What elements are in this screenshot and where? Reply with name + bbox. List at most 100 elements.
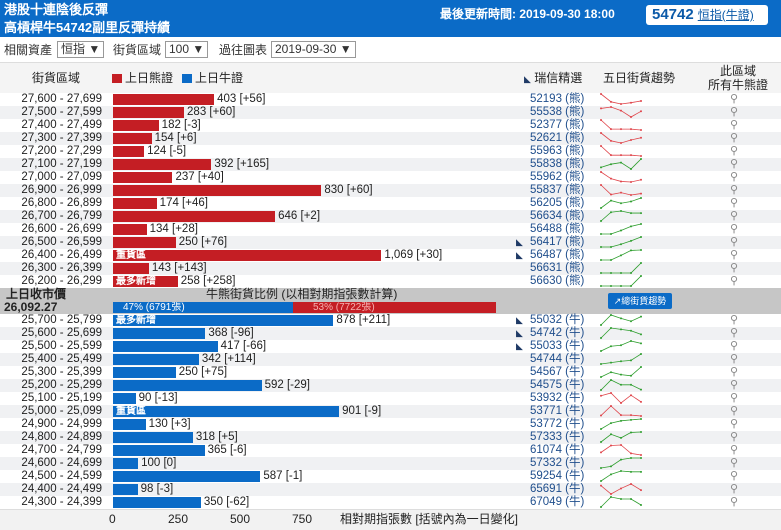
warrant-code-link[interactable]: 52621 (熊) (530, 132, 585, 144)
count-bar[interactable] (113, 432, 193, 443)
count-bar[interactable] (113, 471, 261, 482)
search-icon[interactable]: ⚲ (730, 405, 739, 417)
count-bar[interactable] (113, 341, 218, 352)
warrant-code-link[interactable]: 53932 (牛) (530, 392, 585, 404)
count-bar[interactable]: 最多新增 (113, 315, 334, 326)
search-icon[interactable]: ⚲ (730, 470, 739, 482)
warrant-code-link[interactable]: 65691 (牛) (530, 483, 585, 495)
count-bar[interactable] (113, 159, 212, 170)
total-trend-button[interactable]: ↗總街貨趨勢 (608, 293, 672, 309)
search-icon[interactable]: ⚲ (730, 93, 739, 105)
count-bar[interactable] (113, 263, 149, 274)
count-bar[interactable] (113, 484, 138, 495)
search-icon[interactable]: ⚲ (730, 106, 739, 118)
count-bar[interactable] (113, 237, 176, 248)
count-bar[interactable] (113, 172, 173, 183)
warrant-code-link[interactable]: 55963 (熊) (530, 145, 585, 157)
search-icon[interactable]: ⚲ (730, 158, 739, 170)
search-icon[interactable]: ⚲ (730, 431, 739, 443)
warrant-code-link[interactable]: 59254 (牛) (530, 470, 585, 482)
count-bar[interactable] (113, 94, 215, 105)
count-bar[interactable] (113, 198, 157, 209)
search-icon[interactable]: ⚲ (730, 483, 739, 495)
search-icon[interactable]: ⚲ (730, 457, 739, 469)
warrant-code-link[interactable]: 56634 (熊) (530, 210, 585, 222)
search-icon[interactable]: ⚲ (730, 379, 739, 391)
count-bar[interactable]: 重貨區 (113, 250, 382, 261)
count-bar[interactable] (113, 458, 139, 469)
search-icon[interactable]: ⚲ (730, 184, 739, 196)
warrant-code-link[interactable]: 57333 (牛) (530, 431, 585, 443)
search-icon[interactable]: ⚲ (730, 236, 739, 248)
search-icon[interactable]: ⚲ (730, 262, 739, 274)
count-label: 365 [-6] (207, 444, 247, 456)
count-bar[interactable] (113, 120, 159, 131)
count-bar[interactable] (113, 367, 176, 378)
search-icon[interactable]: ⚲ (730, 314, 739, 326)
count-bar[interactable] (113, 185, 322, 196)
warrant-code-link[interactable]: 54742 (牛) (530, 327, 585, 339)
trend-point (620, 229, 622, 232)
search-icon[interactable]: ⚲ (730, 119, 739, 131)
headline-2[interactable]: 高槓桿牛54742副里反彈持績 (4, 20, 171, 35)
search-icon[interactable]: ⚲ (730, 353, 739, 365)
count-bar[interactable] (113, 380, 262, 391)
warrant-code-link[interactable]: 52193 (熊) (530, 93, 585, 105)
count-bar[interactable] (113, 354, 199, 365)
count-bar[interactable] (113, 419, 146, 430)
warrant-code-link[interactable]: 57332 (牛) (530, 457, 585, 469)
count-bar[interactable] (113, 133, 152, 144)
search-icon[interactable]: ⚲ (730, 327, 739, 339)
warrant-code-link[interactable]: 55538 (熊) (530, 106, 585, 118)
featured-warrant[interactable]: 54742 恒指(牛證) (646, 5, 768, 25)
warrant-code-link[interactable]: 52377 (熊) (530, 119, 585, 131)
search-icon[interactable]: ⚲ (730, 275, 739, 287)
count-bar[interactable] (113, 107, 185, 118)
count-bar[interactable] (113, 224, 147, 235)
count-bar[interactable] (113, 445, 205, 456)
search-icon[interactable]: ⚲ (730, 444, 739, 456)
count-bar[interactable] (113, 393, 136, 404)
warrant-code-link[interactable]: 54575 (牛) (530, 379, 585, 391)
search-icon[interactable]: ⚲ (730, 392, 739, 404)
warrant-code-link[interactable]: 67049 (牛) (530, 496, 585, 508)
asset-select[interactable]: 恒指 ▼ (57, 41, 105, 58)
count-bar[interactable] (113, 497, 201, 508)
warrant-code-link[interactable]: 56630 (熊) (530, 275, 585, 287)
warrant-code-link[interactable]: 53771 (牛) (530, 405, 585, 417)
search-icon[interactable]: ⚲ (730, 249, 739, 261)
warrant-code-link[interactable]: 55838 (熊) (530, 158, 585, 170)
warrant-code-link[interactable]: 56487 (熊) (530, 249, 585, 261)
search-icon[interactable]: ⚲ (730, 366, 739, 378)
warrant-code-link[interactable]: 56205 (熊) (530, 197, 585, 209)
search-icon[interactable]: ⚲ (730, 145, 739, 157)
count-bar[interactable] (113, 211, 276, 222)
warrant-code-link[interactable]: 56488 (熊) (530, 223, 585, 235)
warrant-code-link[interactable]: 61074 (牛) (530, 444, 585, 456)
search-icon[interactable]: ⚲ (730, 197, 739, 209)
search-icon[interactable]: ⚲ (730, 210, 739, 222)
count-bar[interactable] (113, 328, 206, 339)
count-bar[interactable] (113, 146, 145, 157)
warrant-code-link[interactable]: 54567 (牛) (530, 366, 585, 378)
search-icon[interactable]: ⚲ (730, 340, 739, 352)
count-bar[interactable]: 重貨區 (113, 406, 340, 417)
zone-select[interactable]: 100 ▼ (165, 41, 209, 58)
featured-link[interactable]: 恒指(牛證) (697, 8, 754, 22)
warrant-code-link[interactable]: 56631 (熊) (530, 262, 585, 274)
search-icon[interactable]: ⚲ (730, 496, 739, 508)
warrant-code-link[interactable]: 56417 (熊) (530, 236, 585, 248)
search-icon[interactable]: ⚲ (730, 418, 739, 430)
warrant-code-link[interactable]: 54744 (牛) (530, 353, 585, 365)
warrant-code-link[interactable]: 55837 (熊) (530, 184, 585, 196)
warrant-code-link[interactable]: 55962 (熊) (530, 171, 585, 183)
warrant-code-link[interactable]: 53772 (牛) (530, 418, 585, 430)
count-bar[interactable]: 最多新增 (113, 276, 178, 287)
headline-1[interactable]: 港股十連陰後反彈 (4, 2, 109, 17)
search-icon[interactable]: ⚲ (730, 132, 739, 144)
search-icon[interactable]: ⚲ (730, 171, 739, 183)
history-select[interactable]: 2019-09-30 ▼ (271, 41, 356, 58)
search-icon[interactable]: ⚲ (730, 223, 739, 235)
warrant-code-link[interactable]: 55032 (牛) (530, 314, 585, 326)
warrant-code-link[interactable]: 55033 (牛) (530, 340, 585, 352)
